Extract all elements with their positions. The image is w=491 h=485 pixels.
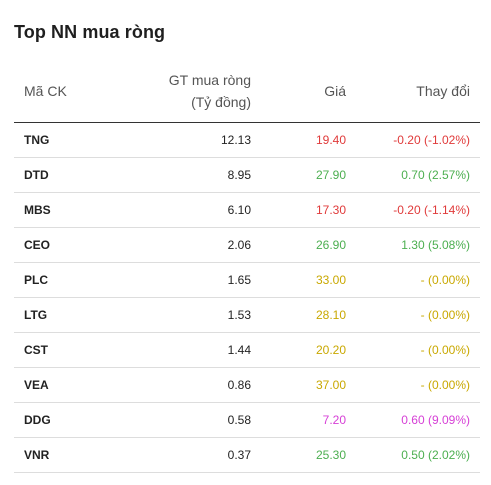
table-row[interactable]: VNR 0.37 25.30 0.50 (2.02%) <box>14 437 480 473</box>
price-change: -0.20 (-1.02%) <box>356 122 480 158</box>
net-buy-value: 2.06 <box>104 227 261 263</box>
price-change: 0.50 (2.02%) <box>356 437 480 473</box>
price: 37.00 <box>261 367 356 403</box>
column-header-price[interactable]: Giá <box>261 60 356 123</box>
price: 20.20 <box>261 332 356 368</box>
price: 25.30 <box>261 437 356 473</box>
stock-code[interactable]: DDG <box>14 402 104 438</box>
net-buy-value: 0.58 <box>104 402 261 438</box>
net-buy-value: 0.37 <box>104 437 261 473</box>
price-change: 1.30 (5.08%) <box>356 227 480 263</box>
price-change: 0.60 (9.09%) <box>356 402 480 438</box>
stock-code[interactable]: DTD <box>14 157 104 193</box>
net-buy-value: 8.95 <box>104 157 261 193</box>
table-row[interactable]: MBS 6.10 17.30 -0.20 (-1.14%) <box>14 192 480 228</box>
price-change: - (0.00%) <box>356 262 480 298</box>
table-row[interactable]: CEO 2.06 26.90 1.30 (5.08%) <box>14 227 480 263</box>
price: 26.90 <box>261 227 356 263</box>
net-buy-value: 1.53 <box>104 297 261 333</box>
price-change: - (0.00%) <box>356 367 480 403</box>
stock-code[interactable]: CST <box>14 332 104 368</box>
table-row[interactable]: TNG 12.13 19.40 -0.20 (-1.02%) <box>14 122 480 158</box>
price-change: - (0.00%) <box>356 297 480 333</box>
net-buy-value: 0.86 <box>104 367 261 403</box>
stock-code[interactable]: LTG <box>14 297 104 333</box>
stock-code[interactable]: VEA <box>14 367 104 403</box>
table-row[interactable]: CST 1.44 20.20 - (0.00%) <box>14 332 480 368</box>
price: 7.20 <box>261 402 356 438</box>
price: 19.40 <box>261 122 356 158</box>
table-row[interactable]: LTG 1.53 28.10 - (0.00%) <box>14 297 480 333</box>
widget-title: Top NN mua ròng <box>14 22 166 42</box>
stock-code[interactable]: PLC <box>14 262 104 298</box>
net-buy-value: 1.65 <box>104 262 261 298</box>
table-header-row: Mã CK GT mua ròng (Tỷ đồng) Giá Thay đổi <box>14 60 480 123</box>
column-header-net-buy-value[interactable]: GT mua ròng (Tỷ đồng) <box>104 60 261 123</box>
net-buy-table: Mã CK GT mua ròng (Tỷ đồng) Giá Thay đổi… <box>14 60 480 473</box>
stock-code[interactable]: CEO <box>14 227 104 263</box>
price: 17.30 <box>261 192 356 228</box>
column-header-net-buy-value-line1: GT mua ròng <box>168 72 251 88</box>
net-buy-value: 6.10 <box>104 192 261 228</box>
table-row[interactable]: VEA 0.86 37.00 - (0.00%) <box>14 367 480 403</box>
stock-code[interactable]: MBS <box>14 192 104 228</box>
price-change: -0.20 (-1.14%) <box>356 192 480 228</box>
table-row[interactable]: DDG 0.58 7.20 0.60 (9.09%) <box>14 402 480 438</box>
table-body: TNG 12.13 19.40 -0.20 (-1.02%) DTD 8.95 … <box>14 122 480 473</box>
price: 33.00 <box>261 262 356 298</box>
table-header: Mã CK GT mua ròng (Tỷ đồng) Giá Thay đổi <box>14 60 480 123</box>
price-change: 0.70 (2.57%) <box>356 157 480 193</box>
stock-code[interactable]: VNR <box>14 437 104 473</box>
price: 27.90 <box>261 157 356 193</box>
column-header-net-buy-value-line2: (Tỷ đồng) <box>191 94 251 110</box>
table-row[interactable]: DTD 8.95 27.90 0.70 (2.57%) <box>14 157 480 193</box>
net-buy-value: 1.44 <box>104 332 261 368</box>
stock-code[interactable]: TNG <box>14 122 104 158</box>
price-change: - (0.00%) <box>356 332 480 368</box>
column-header-code[interactable]: Mã CK <box>14 60 104 123</box>
net-buy-value: 12.13 <box>104 122 261 158</box>
column-header-change[interactable]: Thay đổi <box>356 60 480 123</box>
table-row[interactable]: PLC 1.65 33.00 - (0.00%) <box>14 262 480 298</box>
price: 28.10 <box>261 297 356 333</box>
